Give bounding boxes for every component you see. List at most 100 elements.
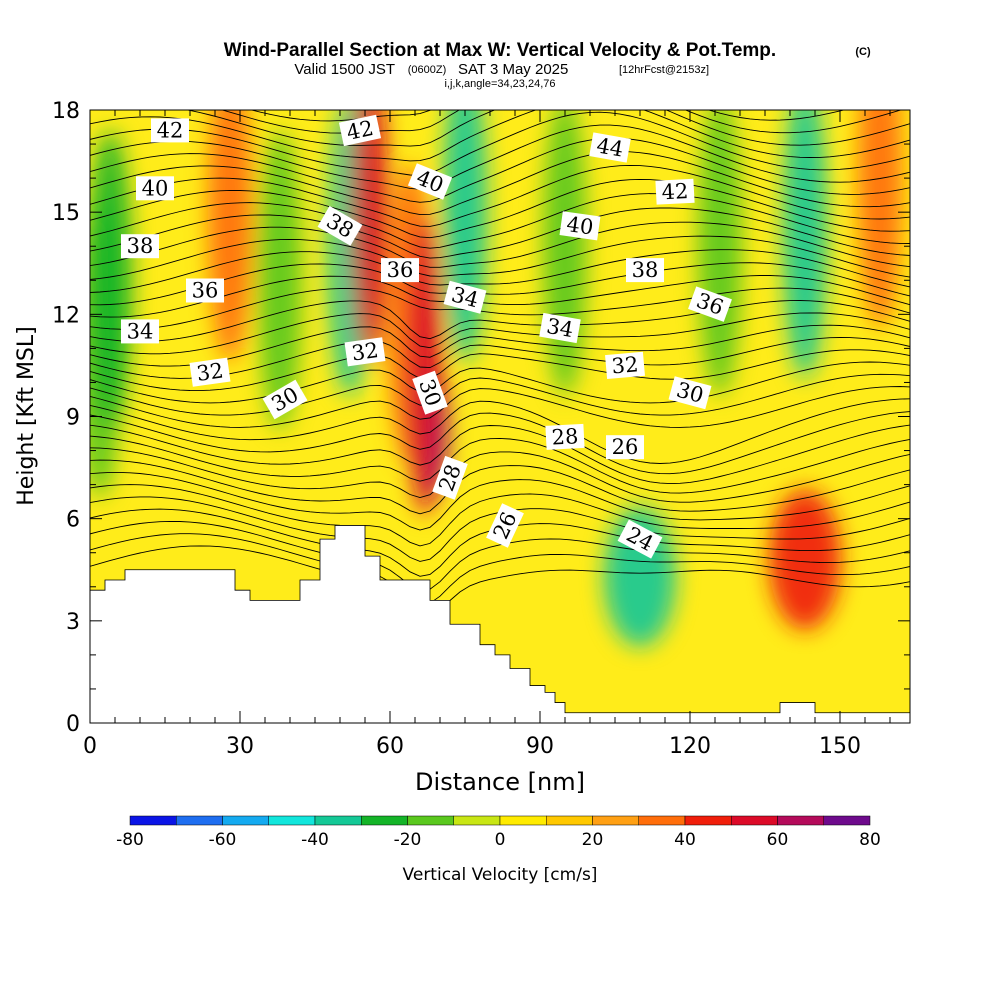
- contour-label: 30: [668, 376, 712, 410]
- theta-contour-line: [90, 533, 910, 605]
- velocity-feature: [407, 215, 443, 516]
- contour-label: 40: [559, 211, 601, 241]
- contour-label-bg: [486, 503, 524, 548]
- colorbar-label: Vertical Velocity [cm/s]: [403, 865, 598, 885]
- x-axis-label: Distance [nm]: [415, 768, 585, 796]
- contour-label-bg: [121, 234, 159, 259]
- contour-label: 44: [589, 132, 631, 163]
- contour-label: 32: [344, 337, 386, 367]
- contour-label: 38: [626, 258, 664, 283]
- contour-label-bg: [136, 176, 174, 201]
- contour-label-bg: [262, 379, 308, 420]
- velocity-feature: [352, 110, 388, 363]
- theta-contour-line: [90, 459, 910, 515]
- contour-label: 34: [121, 319, 159, 344]
- velocity-feature: [90, 130, 132, 431]
- contour-label: 36: [381, 258, 419, 283]
- contour-label-bg: [545, 423, 585, 450]
- theta-contour-line: [90, 471, 910, 531]
- y-axis-label: Height [Kft MSL]: [14, 326, 39, 506]
- contour-label-text: 40: [142, 176, 169, 200]
- theta-contour-line: [90, 164, 910, 227]
- y-tick-label: 6: [66, 508, 80, 533]
- chart-subtitle: Valid 1500 JST (0600Z) SAT 3 May 2025 [1…: [294, 61, 709, 78]
- contour-label-bg: [443, 280, 487, 314]
- contour-label-bg: [412, 370, 448, 415]
- contour-label-text: 34: [127, 319, 154, 343]
- theta-contour-line: [90, 349, 910, 392]
- theta-contour-line: [220, 110, 903, 134]
- contour-label-text: 32: [350, 338, 380, 365]
- contour-label-bg: [344, 337, 386, 367]
- colorbar-tick-label: -40: [301, 830, 329, 850]
- contour-label-text: 44: [595, 133, 625, 161]
- theta-contour-line: [90, 235, 910, 280]
- contour-label-bg: [655, 178, 695, 205]
- theta-contour-line: [90, 111, 910, 176]
- x-tick-label: 120: [669, 734, 711, 759]
- contour-label-bg: [407, 163, 453, 200]
- colorbar-swatch: [731, 815, 778, 826]
- subtitle-date: SAT 3 May 2025: [458, 61, 568, 78]
- contour-label-bg: [539, 312, 581, 344]
- contour-label-bg: [606, 435, 644, 460]
- theta-contour-line: [90, 447, 910, 503]
- theta-contour-line: [90, 484, 910, 547]
- contour-label-bg: [589, 132, 631, 163]
- theta-contour-line: [90, 300, 910, 343]
- colorbar-tick-label: 60: [767, 830, 789, 850]
- contour-label-text: 34: [545, 314, 575, 342]
- chart-title: Wind-Parallel Section at Max W: Vertical…: [224, 40, 776, 61]
- velocity-feature: [769, 489, 841, 630]
- colorbar-swatch: [268, 815, 316, 826]
- contour-label: 32: [189, 357, 231, 387]
- theta-contour-line: [90, 262, 910, 306]
- colorbar-tick-label: 20: [582, 830, 604, 850]
- contour-label-bg: [432, 455, 468, 500]
- y-tick-label: 9: [66, 406, 80, 431]
- colorbar-swatch: [314, 815, 362, 826]
- theta-contour-line: [90, 386, 910, 428]
- velocity-feature: [258, 130, 302, 431]
- x-tick-label: 150: [819, 734, 861, 759]
- theta-contour-line: [185, 110, 910, 147]
- grid-info-text: i,j,k,angle=34,23,24,76: [444, 78, 555, 90]
- theta-contour-line: [90, 137, 910, 203]
- velocity-feature: [698, 110, 742, 397]
- contour-label-text: 28: [551, 424, 579, 449]
- contour-label-bg: [605, 351, 645, 380]
- theta-contour-line: [90, 373, 910, 416]
- x-tick-label: 90: [526, 734, 554, 759]
- theta-contour-line: [90, 435, 910, 494]
- contour-label-bg: [626, 258, 664, 283]
- subtitle-utc: (0600Z): [408, 64, 447, 76]
- theta-contour-line: [90, 411, 910, 475]
- contour-label-bg: [151, 118, 189, 143]
- colorbar-swatch: [129, 815, 177, 826]
- contour-label-bg: [189, 357, 231, 387]
- colorbar-swatch: [222, 815, 269, 826]
- velocity-feature: [543, 110, 587, 397]
- theta-contour-line: [90, 361, 910, 404]
- velocity-feature: [783, 110, 827, 380]
- theta-contour-line: [90, 221, 910, 268]
- theta-contour-line: [90, 110, 910, 162]
- velocity-field: [90, 110, 902, 647]
- contour-label: 28: [432, 455, 468, 500]
- contour-label-text: 38: [632, 258, 659, 282]
- colorbar-tick-label: -60: [209, 830, 237, 850]
- copyright-mark: (C): [855, 46, 871, 58]
- subtitle-forecast: [12hrFcst@2153z]: [619, 64, 709, 76]
- colorbar-swatch: [638, 815, 686, 826]
- colorbar-tick-label: 0: [495, 830, 506, 850]
- colorbar-tick-label: -20: [394, 830, 422, 850]
- contour-label-text: 36: [387, 258, 414, 282]
- theta-contour-line: [90, 287, 910, 330]
- contour-label-bg: [317, 205, 363, 246]
- contour-label-text: 32: [611, 352, 640, 378]
- y-tick-label: 3: [66, 610, 80, 635]
- subtitle-valid: Valid 1500 JST: [294, 61, 395, 78]
- contour-label-bg: [688, 286, 732, 322]
